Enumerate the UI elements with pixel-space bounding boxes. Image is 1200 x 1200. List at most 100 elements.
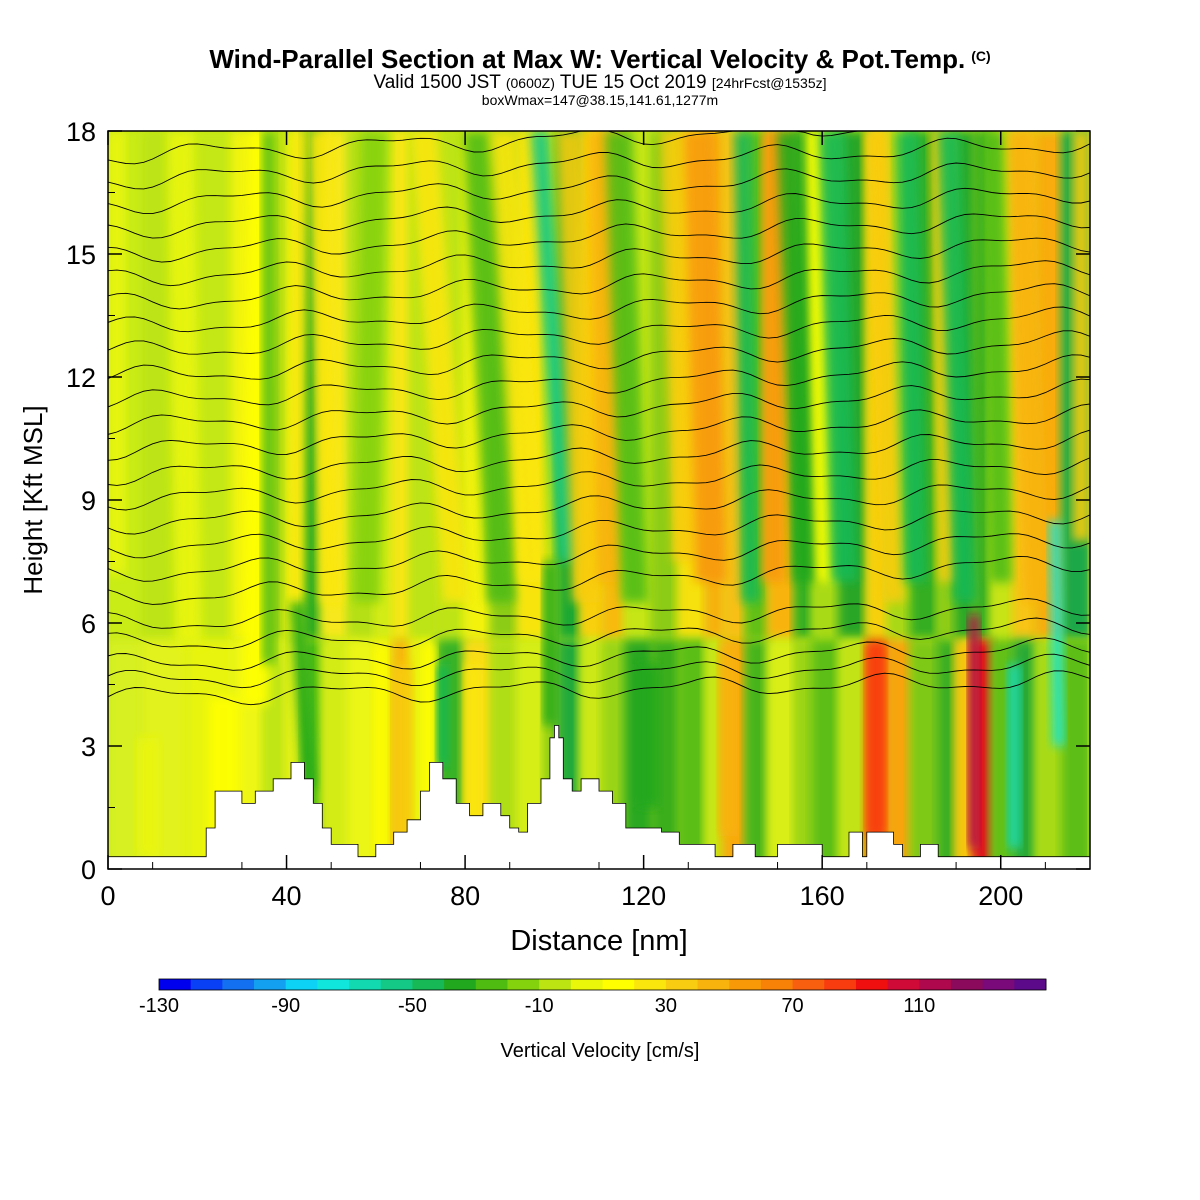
velocity-plume	[660, 131, 695, 562]
velocity-plume	[1007, 664, 1021, 849]
x-tick-label: 40	[272, 881, 302, 911]
field-column-lower	[811, 639, 843, 869]
colorbar-bin	[539, 979, 572, 990]
valid-time: Valid 1500 JST	[373, 72, 501, 93]
y-tick-label: 15	[66, 240, 96, 270]
theta-contour	[108, 653, 1090, 689]
velocity-plume	[137, 737, 160, 857]
colorbar-bin	[855, 979, 889, 990]
valid-utc: (0600Z)	[505, 75, 555, 91]
chart-title: Wind-Parallel Section at Max W: Vertical…	[0, 44, 1200, 75]
colorbar-tick-label: 70	[781, 995, 803, 1017]
y-tick-label: 0	[81, 855, 96, 885]
theta-contour	[108, 457, 1090, 511]
velocity-plume	[307, 131, 343, 603]
colorbar-bin	[950, 979, 984, 990]
velocity-plume	[437, 664, 449, 767]
colorbar-bin	[760, 979, 794, 990]
theta-contour	[108, 260, 1090, 310]
colorbar-bin	[444, 979, 477, 990]
field-column-lower	[347, 639, 378, 869]
theta-contour	[108, 617, 1090, 649]
axes: 0 40 80 120 160 200 0 3 6 9 12 15 18	[66, 117, 1090, 911]
velocity-plume	[543, 561, 557, 726]
velocity-plume	[866, 643, 885, 837]
velocity-plume	[393, 664, 412, 849]
theta-contour	[108, 598, 1090, 629]
velocity-plume	[1049, 520, 1065, 746]
velocity-plume	[463, 131, 515, 603]
theta-contour	[108, 306, 1090, 355]
title-main: Wind-Parallel Section at Max W: Vertical…	[209, 44, 966, 74]
box-info: boxWmax=147@38.15,141.61,1277m	[481, 92, 719, 108]
colorbar-bin	[285, 979, 318, 990]
x-tick-label: 80	[450, 881, 480, 911]
velocity-plume	[819, 131, 858, 582]
colorbar-tick-label: -10	[525, 995, 554, 1017]
theta-contour	[108, 533, 1090, 582]
colorbar-tick-label: -50	[398, 995, 427, 1017]
colorbar-tick-label: -90	[271, 995, 300, 1017]
colorbar-bin	[507, 979, 540, 990]
colorbar-bin	[792, 979, 825, 990]
valid-date: TUE 15 Oct 2019	[559, 72, 707, 93]
colorbar-frame	[158, 978, 1047, 991]
theta-contour	[108, 162, 1090, 215]
velocity-plume	[682, 131, 727, 582]
velocity-plume	[556, 131, 599, 603]
chart-subtitle: Valid 1500 JST (0600Z) TUE 15 Oct 2019 […	[0, 72, 1200, 94]
velocity-plume	[733, 131, 760, 603]
y-tick-label: 6	[81, 609, 96, 639]
field-column-lower	[677, 639, 709, 869]
field-column-lower	[887, 639, 914, 869]
field-column-lower	[793, 639, 816, 869]
field-column-lower	[1061, 639, 1090, 869]
velocity-plume	[937, 131, 977, 603]
theta-contour	[108, 637, 1090, 671]
theta-contour	[108, 131, 1090, 165]
theta-contour	[108, 510, 1090, 559]
field-column-lower	[766, 639, 798, 869]
potential-temperature-contours	[108, 131, 1090, 706]
copyright-mark: (C)	[971, 48, 991, 64]
field-column-lower	[1088, 639, 1090, 869]
velocity-plume	[465, 664, 483, 845]
colorbar-bin	[159, 979, 192, 990]
x-tick-label: 0	[100, 881, 115, 911]
colorbar-bin	[254, 979, 287, 990]
colorbar-bin	[412, 979, 445, 990]
colorbar-label: Vertical Velocity [cm/s]	[501, 1040, 700, 1062]
theta-contour	[108, 403, 1090, 461]
x-tick-label: 120	[621, 881, 666, 911]
velocity-plume	[1006, 131, 1050, 603]
colorbar-bin	[919, 979, 952, 990]
colorbar-bin	[634, 979, 667, 990]
theta-contour	[108, 187, 1090, 239]
velocity-plume	[981, 131, 1012, 582]
colorbar-bin	[729, 979, 762, 990]
velocity-plume	[166, 131, 202, 644]
theta-contour	[108, 378, 1090, 435]
field-column-upper	[391, 131, 414, 640]
colorbar: -130 -90 -50 -10 30 70 110	[139, 978, 1047, 1017]
colorbar-tick-label: -130	[139, 995, 179, 1017]
y-tick-label: 3	[81, 732, 96, 762]
colorbar-bin	[222, 979, 255, 990]
velocity-plume	[636, 664, 660, 808]
colorbar-bin	[665, 979, 699, 990]
theta-contour	[108, 429, 1090, 486]
theta-contour	[108, 137, 1090, 190]
y-axis-label: Height [Kft MSL]	[18, 405, 48, 594]
velocity-plume	[1072, 131, 1090, 541]
velocity-plume	[761, 131, 785, 582]
colorbar-bin	[697, 979, 730, 990]
field-column-lower	[909, 639, 941, 869]
velocity-plume	[530, 131, 577, 562]
velocity-plume	[968, 614, 980, 849]
y-tick-label: 12	[66, 363, 96, 393]
velocity-plume	[719, 643, 738, 837]
theta-contour	[108, 330, 1090, 380]
colorbar-bin	[380, 979, 413, 990]
velocity-plume	[410, 131, 470, 603]
